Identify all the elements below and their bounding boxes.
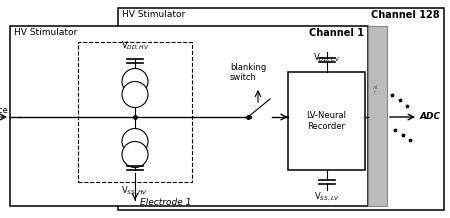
Text: blanking
switch: blanking switch <box>230 63 266 82</box>
Bar <box>288 72 365 170</box>
Bar <box>78 42 192 182</box>
Bar <box>118 8 444 210</box>
Bar <box>10 26 368 206</box>
Text: V$_{SS,LV}$: V$_{SS,LV}$ <box>314 191 339 203</box>
Text: Channel 1: Channel 1 <box>309 28 364 38</box>
Text: V$_{DD,LV}$: V$_{DD,LV}$ <box>313 52 340 64</box>
Text: V$_{DD,HV}$: V$_{DD,HV}$ <box>121 40 149 52</box>
Text: Channel 128: Channel 128 <box>371 10 440 20</box>
Text: ADC: ADC <box>420 112 441 121</box>
Circle shape <box>122 82 148 107</box>
Text: HV Stimulator: HV Stimulator <box>122 10 185 19</box>
Text: LV-Neural
Recorder: LV-Neural Recorder <box>306 111 346 131</box>
Bar <box>368 26 387 206</box>
Text: al
r: al r <box>373 85 378 95</box>
Circle shape <box>122 141 148 167</box>
Circle shape <box>122 68 148 94</box>
Circle shape <box>122 128 148 155</box>
Text: Electrode 1: Electrode 1 <box>140 198 191 207</box>
Text: Digital Interface: Digital Interface <box>0 106 8 115</box>
Text: HV Stimulator: HV Stimulator <box>14 28 77 37</box>
Text: V$_{SS,HV}$: V$_{SS,HV}$ <box>122 185 148 197</box>
